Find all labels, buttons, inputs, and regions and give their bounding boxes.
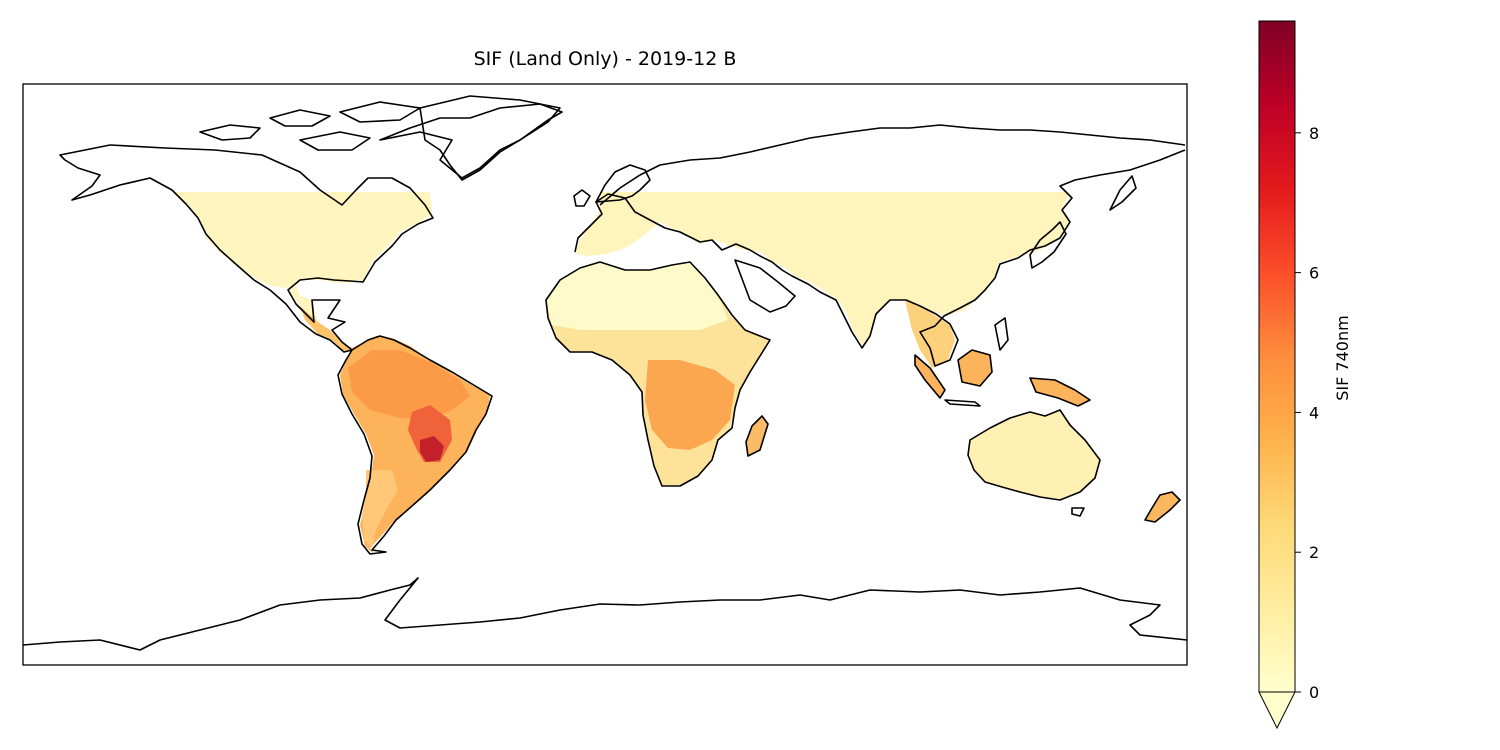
coast-antarctica (23, 577, 1187, 651)
coastlines (23, 95, 1187, 651)
sif-field (175, 192, 1180, 556)
region-north-america (175, 192, 432, 322)
colorbar-tick-label: 6 (1309, 264, 1319, 283)
coast-arabia (734, 259, 796, 313)
colorbar-tick-label: 8 (1309, 124, 1319, 143)
region-se-asia (905, 300, 955, 368)
colorbar-tick-label: 0 (1309, 683, 1319, 702)
coast-australia (967, 409, 1101, 517)
colorbar-label: SIF 740nm (1333, 315, 1352, 400)
region-new-guinea (1030, 378, 1090, 406)
region-central-america (300, 306, 352, 352)
region-brazil-hotspot (420, 436, 444, 462)
region-new-zealand (1145, 492, 1180, 522)
region-indonesia (915, 355, 945, 398)
region-southern-sa (362, 470, 398, 548)
region-amazon (348, 350, 470, 420)
colorbar-tick-label: 4 (1309, 403, 1319, 422)
map-frame (22, 83, 1188, 666)
region-central-africa (645, 360, 735, 450)
region-borneo (958, 350, 992, 386)
region-madagascar (746, 416, 767, 456)
region-eurasia (575, 192, 1070, 345)
coast-europe (574, 149, 1186, 367)
colorbar: 0 2 4 6 8 SIF 740nm (1258, 20, 1352, 730)
colorbar-body (1259, 21, 1295, 692)
map-axes (23, 95, 1187, 651)
coast-arctic-russia (599, 124, 1186, 206)
coast-arctic-islands (199, 101, 563, 179)
coast-greenland (419, 95, 561, 181)
region-australia (968, 410, 1100, 500)
colorbar-tick-label: 2 (1309, 543, 1319, 562)
colorbar-frame (1258, 20, 1296, 692)
coast-scandinavia (595, 164, 651, 203)
coast-kamchatka (1109, 175, 1137, 211)
coast-japan (1029, 221, 1067, 269)
colorbar-ticks: 0 2 4 6 8 (1295, 124, 1319, 702)
coast-madagascar (745, 415, 769, 457)
coast-uk (573, 189, 591, 207)
coast-south-america (337, 335, 493, 555)
map-title: SIF (Land Only) - 2019-12 B (473, 48, 737, 70)
region-sahara (546, 262, 728, 330)
coast-new-zealand (1144, 491, 1181, 523)
coast-indonesia (914, 317, 1091, 407)
coast-north-america (59, 144, 434, 353)
colorbar-extend-min (1258, 691, 1296, 730)
coast-africa (545, 261, 771, 487)
